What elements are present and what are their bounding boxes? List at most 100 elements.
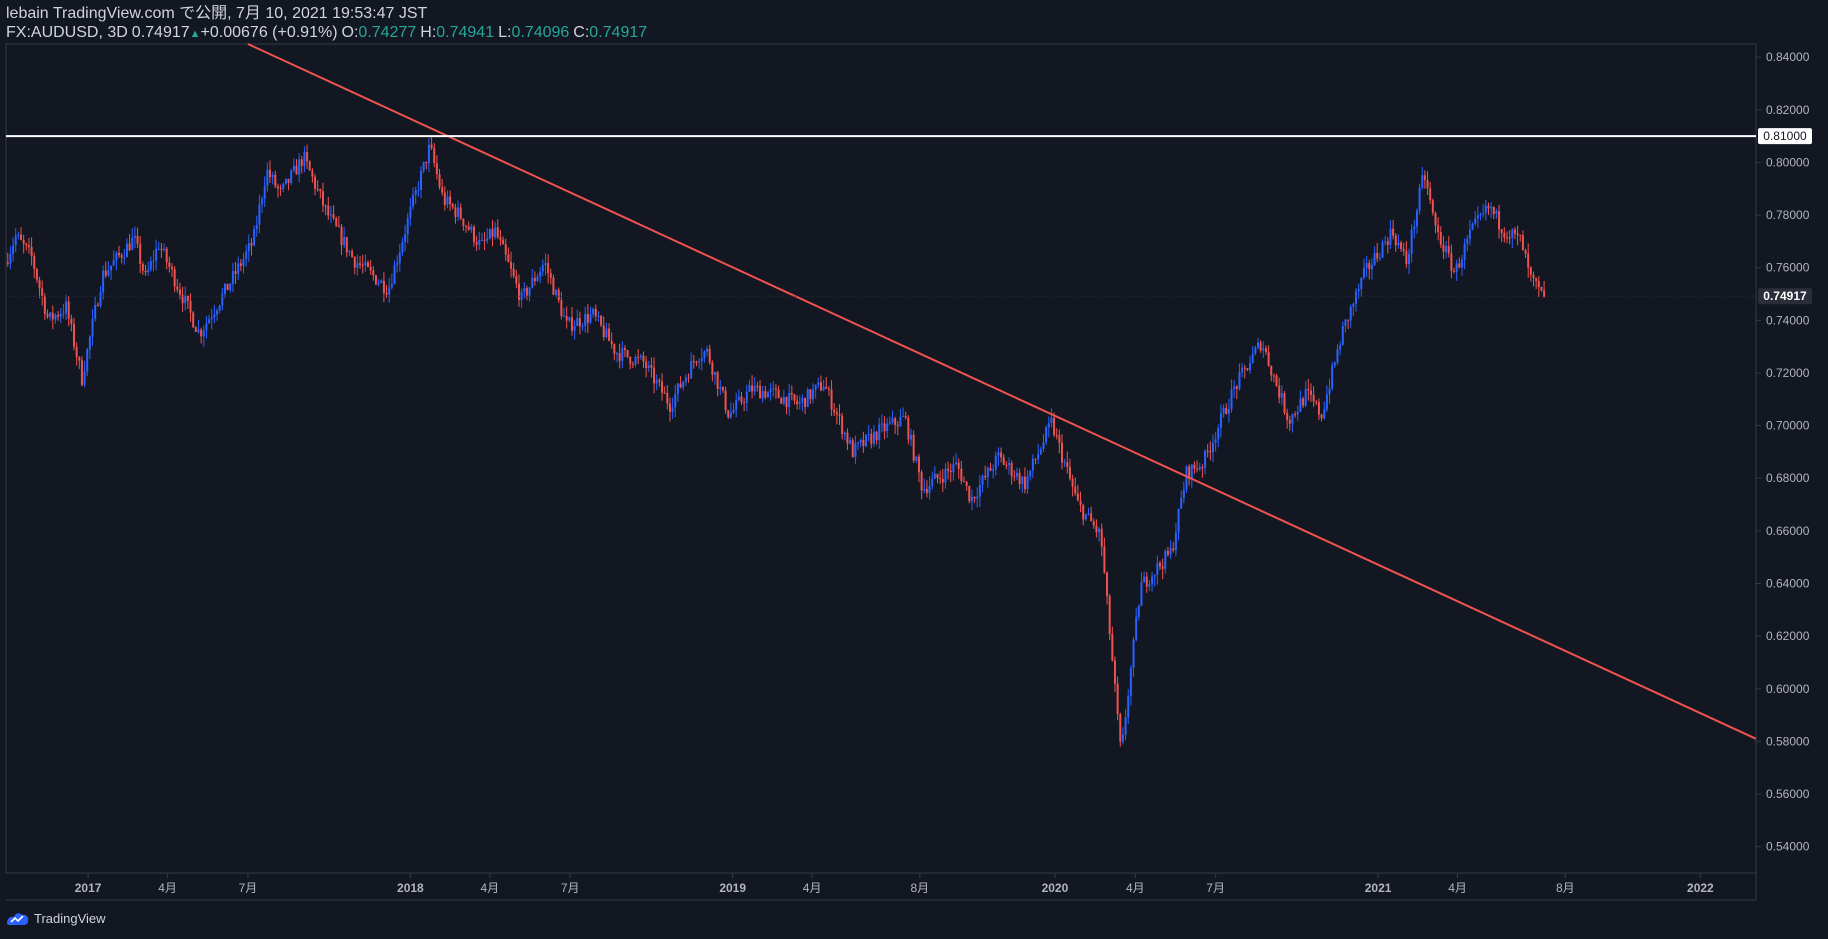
candle-body: [1500, 229, 1503, 234]
candle-body: [133, 235, 136, 238]
candle-body: [491, 228, 494, 237]
candle-body: [1177, 508, 1180, 533]
candle-body: [348, 251, 351, 253]
candle-body: [862, 439, 865, 446]
candle-body: [814, 384, 817, 390]
candle-body: [592, 308, 595, 315]
candle-body: [655, 380, 658, 384]
candle-body: [1113, 660, 1116, 684]
candle-body: [838, 414, 841, 416]
footer-brand-label: TradingView: [34, 910, 106, 926]
candle-body: [1381, 242, 1384, 258]
candle-body: [735, 400, 738, 410]
candle-body: [266, 169, 269, 187]
candle-body: [110, 265, 113, 271]
candle-body: [200, 329, 203, 337]
candle-body: [1000, 452, 1003, 458]
candle-body: [427, 144, 430, 164]
candle-body: [446, 196, 449, 205]
candle-body: [1193, 464, 1196, 469]
last-price-label: 0.74917: [1763, 289, 1807, 303]
candle-body: [14, 235, 17, 246]
candle-body: [944, 468, 947, 483]
candle-body: [743, 402, 746, 404]
candle-body: [364, 262, 367, 266]
candle-body: [682, 381, 685, 388]
candle-body: [1116, 683, 1119, 715]
candle-body: [57, 314, 60, 317]
candle-body: [1498, 211, 1501, 230]
candle-body: [772, 388, 775, 390]
time-tick-label: 2018: [397, 881, 424, 895]
candle-body: [740, 396, 743, 403]
candle-body: [1148, 584, 1151, 587]
candle-body: [242, 258, 245, 266]
time-tick-label: 7月: [239, 881, 258, 895]
candle-body: [1143, 576, 1146, 583]
candle-body: [1503, 233, 1506, 238]
candle-body: [372, 270, 375, 276]
candle-body: [255, 224, 258, 230]
candle-body: [1376, 252, 1379, 259]
candle-body: [555, 289, 558, 295]
candle-body: [613, 344, 616, 354]
candle-body: [83, 371, 86, 385]
candle-body: [459, 207, 462, 219]
candle-body: [123, 257, 126, 259]
candle-body: [1325, 394, 1328, 410]
candle-body: [112, 260, 115, 266]
candle-body: [1543, 290, 1546, 297]
candle-body: [170, 267, 173, 270]
candle-body: [216, 310, 219, 315]
candle-body: [1222, 407, 1225, 414]
candle-body: [213, 314, 216, 318]
price-axis[interactable]: 0.54000 0.56000 0.58000 0.60000 0.62000 0.640…: [1756, 50, 1810, 854]
candle-body: [223, 283, 226, 294]
candle-body: [6, 262, 9, 264]
candle-body: [849, 440, 852, 444]
candle-body: [960, 468, 963, 482]
chart-header: lebain TradingView.com で公開, 7月 10, 2021 …: [6, 4, 647, 44]
candle-body: [27, 245, 30, 247]
candle-body: [1015, 472, 1018, 477]
candle-body: [1495, 211, 1498, 214]
candle-body: [139, 243, 142, 264]
candle-body: [1389, 228, 1392, 245]
candle-body: [1230, 389, 1233, 410]
candle-body: [1045, 427, 1048, 443]
candle-body: [59, 313, 62, 317]
footer-brand[interactable]: TradingView: [6, 910, 106, 926]
candle-body: [1328, 388, 1331, 395]
price-tick-label: 0.74000: [1766, 313, 1810, 327]
candle-body: [888, 422, 891, 424]
candle-body: [1349, 306, 1352, 321]
candle-body: [1521, 235, 1524, 251]
candle-body: [904, 415, 907, 418]
candle-body: [1429, 188, 1432, 201]
symbol-label[interactable]: FX:AUDUSD, 3D: [6, 24, 128, 41]
candle-body: [54, 314, 57, 320]
candle-body: [393, 264, 396, 285]
candle-body: [600, 315, 603, 326]
candle-body: [430, 144, 433, 148]
candle-body: [165, 248, 168, 263]
candle-body: [1100, 528, 1103, 547]
price-tick-label: 0.66000: [1766, 524, 1810, 538]
candle-body: [1238, 371, 1241, 389]
time-tick-label: 8月: [911, 881, 930, 895]
candle-body: [1421, 175, 1424, 188]
candle-body: [1164, 550, 1167, 569]
time-axis[interactable]: 2017 4月 7月 2018 4月 7月 2019 4月 8月 2020 4月 7月 2021 4月 8月…: [75, 873, 1714, 895]
candle-body: [433, 147, 436, 164]
candle-body: [1042, 442, 1045, 450]
candle-body: [173, 269, 176, 287]
candle-body: [711, 362, 714, 375]
candle-body: [1108, 596, 1111, 635]
candle-body: [965, 481, 968, 487]
candle-body: [1423, 175, 1426, 181]
open-value: 0.74277: [358, 24, 417, 41]
candle-body: [1034, 458, 1037, 460]
candle-body: [557, 289, 560, 301]
price-tick-label: 0.56000: [1766, 787, 1810, 801]
